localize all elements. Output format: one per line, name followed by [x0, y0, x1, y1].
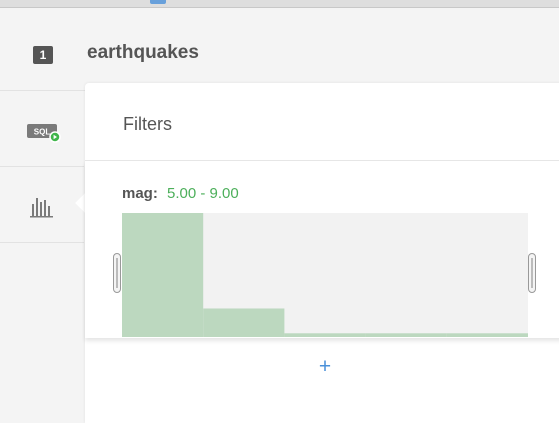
histogram-bar[interactable] [203, 308, 285, 337]
sidebar-item-widgets[interactable] [0, 167, 84, 243]
histogram-icon[interactable] [27, 194, 57, 223]
panel-divider [85, 160, 559, 161]
layer-title[interactable]: earthquakes [87, 42, 199, 63]
layer-number-badge: 1 [33, 46, 53, 64]
layer-sidebar: SQL [0, 91, 84, 412]
histogram-bar[interactable] [284, 333, 366, 337]
range-handle-max[interactable] [528, 253, 536, 293]
histogram-chart[interactable] [122, 213, 528, 337]
panel-title: Filters [123, 114, 172, 134]
layer-header: 1 earthquakes [0, 8, 559, 91]
histogram-bar[interactable] [122, 213, 204, 337]
histogram-bar[interactable] [446, 333, 528, 337]
filters-panel: Filters mag: 5.00 - 9.00 + [85, 83, 559, 423]
add-filter-button[interactable]: + [318, 355, 332, 378]
filter-card-mag: mag: 5.00 - 9.00 [85, 161, 559, 338]
filter-range-value: 5.00 - 9.00 [167, 185, 239, 202]
top-strip [0, 0, 559, 8]
histogram-bar[interactable] [365, 333, 447, 337]
sql-icon-label: SQL [34, 128, 51, 137]
sidebar-item-sql[interactable]: SQL [0, 91, 84, 167]
filter-column-label: mag: [122, 185, 158, 202]
checkbox-peek [150, 0, 166, 4]
range-handle-min[interactable] [113, 253, 121, 293]
sql-icon[interactable]: SQL [27, 122, 61, 149]
